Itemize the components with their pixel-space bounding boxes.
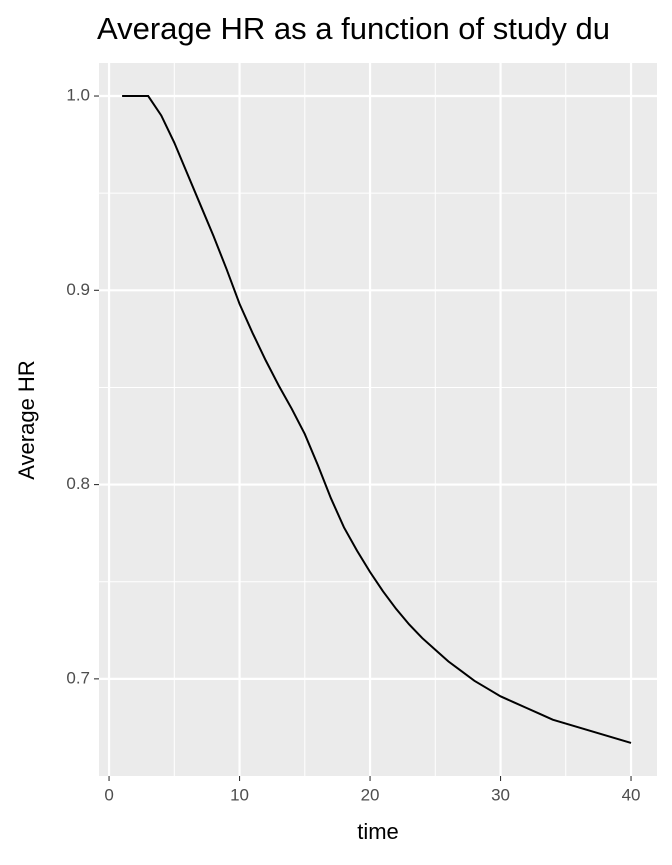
line [122, 95, 632, 744]
x-tick-label: 0 [104, 785, 113, 804]
x-tick-label: 40 [622, 785, 641, 804]
chart-title: Average HR as a function of study du [97, 11, 610, 46]
y-tick-label: 0.8 [66, 474, 90, 493]
y-axis-title: Average HR [14, 360, 39, 479]
x-tick-label: 10 [230, 785, 249, 804]
y-tick-label: 0.7 [66, 668, 90, 687]
y-tick-label: 0.9 [66, 280, 90, 299]
y-tick-label: 1.0 [66, 86, 90, 105]
x-tick-label: 30 [491, 785, 510, 804]
x-axis-title: time [357, 819, 399, 844]
x-tick-label: 20 [361, 785, 380, 804]
panel [99, 63, 657, 776]
